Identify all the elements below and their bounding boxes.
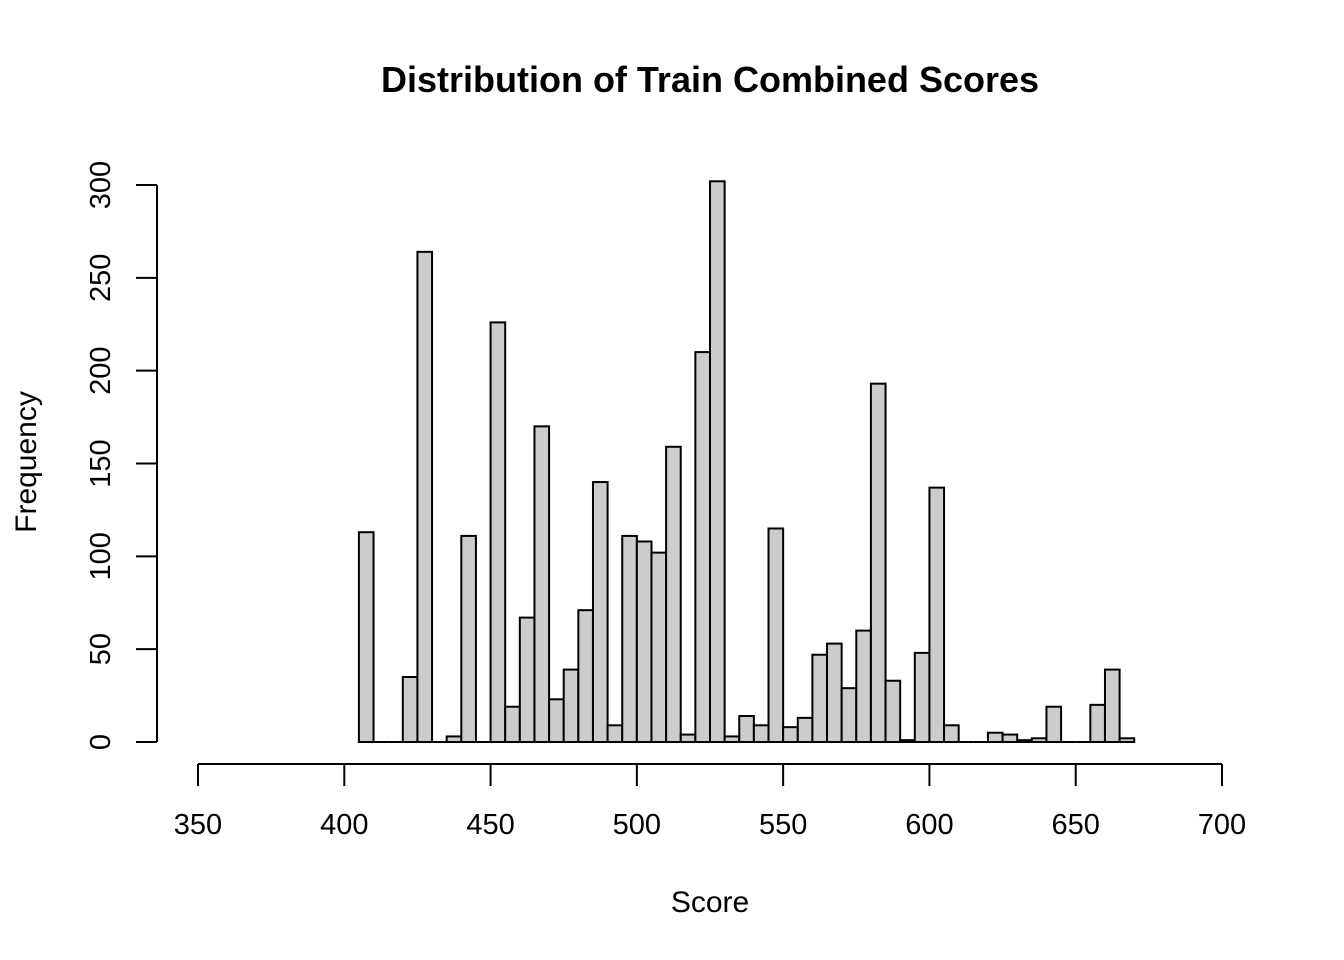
- x-tick-label: 450: [466, 809, 514, 841]
- histogram-bar: [767, 527, 785, 743]
- x-tick-label: 700: [1198, 809, 1246, 841]
- histogram-bar: [533, 425, 551, 743]
- histogram-bar: [650, 551, 668, 743]
- histogram-bar: [621, 534, 638, 743]
- x-tick-label: 350: [174, 809, 222, 841]
- histogram-bar: [840, 687, 858, 744]
- histogram-bar: [460, 534, 477, 743]
- histogram-bar: [1089, 703, 1106, 743]
- histogram-bar: [1001, 733, 1019, 743]
- histogram-bar: [811, 653, 829, 744]
- histogram-bar: [1016, 739, 1033, 743]
- histogram-bar: [1118, 737, 1136, 744]
- x-tick-label: 400: [320, 809, 368, 841]
- x-tick-label: 600: [905, 809, 953, 841]
- x-tick-label: 550: [759, 809, 807, 841]
- histogram-bar: [489, 321, 507, 743]
- y-axis: 0 50 100 150 200 250 300: [85, 161, 158, 750]
- histogram-bar: [752, 724, 770, 743]
- histogram-bar: [577, 609, 594, 744]
- histogram-bar: [943, 724, 960, 743]
- y-tick-label: 200: [85, 346, 117, 394]
- histogram-bar: [401, 676, 419, 743]
- histogram-bar: [913, 651, 931, 744]
- chart-title: Distribution of Train Combined Scores: [381, 59, 1039, 100]
- histogram-bar: [416, 250, 434, 743]
- y-axis-label: Frequency: [10, 391, 43, 533]
- histogram-bar: [1030, 737, 1048, 744]
- y-tick-label: 50: [85, 633, 117, 665]
- y-tick-label: 150: [85, 439, 117, 487]
- histogram-bar: [986, 731, 1004, 744]
- histogram-bar: [562, 668, 580, 744]
- y-tick-label: 100: [85, 532, 117, 580]
- histogram-bar: [709, 180, 726, 743]
- y-tick-label: 300: [85, 161, 117, 209]
- histogram-bar: [869, 382, 887, 743]
- histogram-bar: [357, 531, 375, 743]
- histogram-bar: [782, 726, 799, 744]
- histogram-bar: [665, 445, 682, 743]
- histogram-bar: [445, 735, 463, 743]
- histogram-bar: [504, 705, 521, 743]
- histogram-bar: [591, 481, 609, 743]
- x-tick-label: 650: [1052, 809, 1100, 841]
- histogram-bar: [796, 716, 814, 744]
- y-tick-label: 0: [85, 734, 117, 750]
- histogram-bar: [884, 679, 902, 743]
- x-axis: 350 400 450 500 550 600 650 700: [174, 763, 1246, 841]
- histogram-bar: [928, 486, 946, 743]
- x-tick-label: 500: [613, 809, 661, 841]
- y-tick-label: 250: [85, 254, 117, 302]
- histogram-bar: [679, 733, 697, 743]
- histogram-bar: [548, 698, 565, 744]
- histogram-bar: [855, 629, 872, 743]
- bars-group: [357, 180, 1136, 744]
- histogram-bar: [518, 616, 536, 743]
- histogram-bar: [1045, 705, 1063, 743]
- histogram-bar: [1103, 668, 1121, 744]
- histogram-bar: [694, 351, 711, 743]
- histogram-bar: [606, 724, 624, 743]
- histogram-bar: [899, 739, 916, 743]
- histogram-bar: [738, 715, 755, 743]
- histogram-bar: [635, 540, 653, 743]
- histogram-bar: [723, 735, 741, 743]
- histogram-bar: [826, 642, 843, 744]
- x-axis-label: Score: [671, 886, 749, 919]
